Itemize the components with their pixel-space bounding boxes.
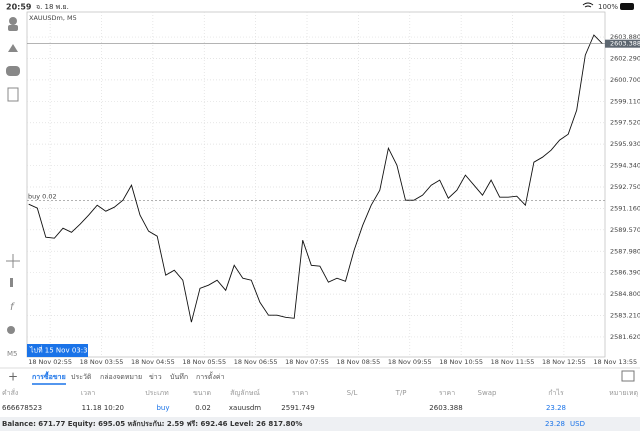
tab[interactable]: ประวัติ — [71, 373, 92, 381]
balance-profit: 23.28 — [545, 420, 565, 428]
status-battery: 100% — [598, 3, 618, 11]
x-tick-label: 18 Nov 11:55 — [491, 358, 535, 366]
y-tick-label: 2586.390 — [610, 269, 640, 277]
price-line — [28, 34, 603, 323]
y-tick-label: 2594.340 — [610, 162, 640, 170]
toolbar: f M5 — [6, 17, 20, 358]
crosshair-icon[interactable] — [6, 254, 20, 268]
x-tick-label: 18 Nov 08:55 — [336, 358, 380, 366]
y-tick-label: 2597.520 — [610, 119, 640, 127]
wifi-icon — [582, 2, 594, 8]
tab[interactable]: ข่าว — [149, 373, 162, 381]
col-header: ขนาด — [193, 389, 211, 397]
status-time: 20:59 — [6, 3, 32, 12]
chart-frame — [26, 11, 606, 358]
col-header: S/L — [347, 389, 358, 397]
cell: 0.02 — [195, 404, 211, 412]
y-tick-label: 2584.800 — [610, 290, 640, 298]
y-tick-label: 2600.700 — [610, 76, 640, 84]
x-tick-label: 18 Nov 03:55 — [80, 358, 124, 366]
indicator-icon[interactable]: f — [10, 302, 15, 313]
col-header: หมายเหตุ — [609, 389, 638, 397]
col-header: T/P — [395, 389, 407, 397]
candles-icon[interactable] — [10, 278, 13, 287]
account-icon-body[interactable] — [8, 25, 18, 31]
goto-box — [27, 344, 88, 357]
x-tick-label: 18 Nov 09:55 — [388, 358, 432, 366]
y-tick-label: 2589.570 — [610, 226, 640, 234]
cell: 2591.749 — [281, 404, 314, 412]
x-tick-label: 18 Nov 02:55 — [28, 358, 72, 366]
goto-label: ไปที่ 15 Nov 03:30 — [29, 346, 92, 355]
y-tick-label: 2603.880 — [610, 33, 640, 41]
tab[interactable]: การตั้งค่า — [196, 370, 225, 381]
trade-icon[interactable] — [8, 44, 18, 52]
objects-icon[interactable] — [7, 326, 15, 334]
col-header: เวลา — [81, 389, 96, 397]
battery-icon — [620, 3, 634, 10]
x-tick-label: 18 Nov 12:55 — [542, 358, 586, 366]
x-tick-label: 18 Nov 04:55 — [131, 358, 175, 366]
new-order-icon[interactable] — [7, 87, 19, 102]
col-header: Swap — [478, 389, 497, 397]
current-price-label: 2603.388 — [610, 40, 640, 48]
y-tick-label: 2599.110 — [610, 97, 640, 105]
chart: 2603.880 2602.290 2600.700 2599.110 2597.520… — [27, 12, 640, 366]
cell: 23.28 — [546, 404, 566, 412]
timeframe-icon[interactable]: M5 — [7, 350, 18, 358]
cell: 11.18 10:20 — [82, 404, 124, 412]
y-tick-label: 2602.290 — [610, 54, 640, 62]
y-tick-label: 2583.210 — [610, 312, 640, 320]
y-tick-label: 2595.930 — [610, 140, 640, 148]
cell: buy — [156, 404, 169, 412]
y-tick-label: 2581.620 — [610, 333, 640, 341]
tab[interactable]: การซื้อขาย — [32, 370, 66, 381]
x-tick-label: 18 Nov 13:55 — [593, 358, 637, 366]
col-header: สัญลักษณ์ — [230, 389, 260, 397]
x-tick-label: 18 Nov 07:55 — [285, 358, 329, 366]
expand-icon[interactable] — [621, 370, 635, 382]
x-tick-label: 18 Nov 06:55 — [234, 358, 278, 366]
y-tick-label: 2591.160 — [610, 204, 640, 212]
x-tick-label: 18 Nov 10:55 — [439, 358, 483, 366]
order-label: buy 0.02 — [28, 192, 57, 200]
chat-icon[interactable] — [6, 66, 20, 76]
cell: 666678523 — [2, 404, 42, 412]
col-header: ประเภท — [145, 389, 169, 397]
status-date: จ. 18 พ.ย. — [36, 3, 69, 11]
col-header: กำไร — [548, 388, 564, 397]
col-header: ราคา — [292, 389, 308, 397]
current-price-box — [605, 39, 640, 48]
col-header: ราคา — [439, 389, 455, 397]
cell: 2603.388 — [429, 404, 462, 412]
add-button[interactable]: + — [8, 370, 18, 384]
x-tick-label: 18 Nov 05:55 — [182, 358, 226, 366]
y-tick-label: 2592.750 — [610, 183, 640, 191]
balance-currency: USD — [570, 420, 585, 428]
tab[interactable]: บันทึก — [170, 372, 188, 381]
col-header: คำสั่ง — [2, 388, 18, 397]
tab[interactable]: กล่องจดหมาย — [100, 373, 142, 381]
cell: xauusdm — [229, 404, 261, 412]
balance-bar — [0, 417, 640, 431]
balance-text: Balance: 671.77 Equity: 695.05 หลักประกั… — [2, 420, 302, 428]
account-icon[interactable] — [9, 17, 17, 25]
y-tick-label: 2587.980 — [610, 247, 640, 255]
symbol-label: XAUUSDm, M5 — [29, 14, 77, 22]
